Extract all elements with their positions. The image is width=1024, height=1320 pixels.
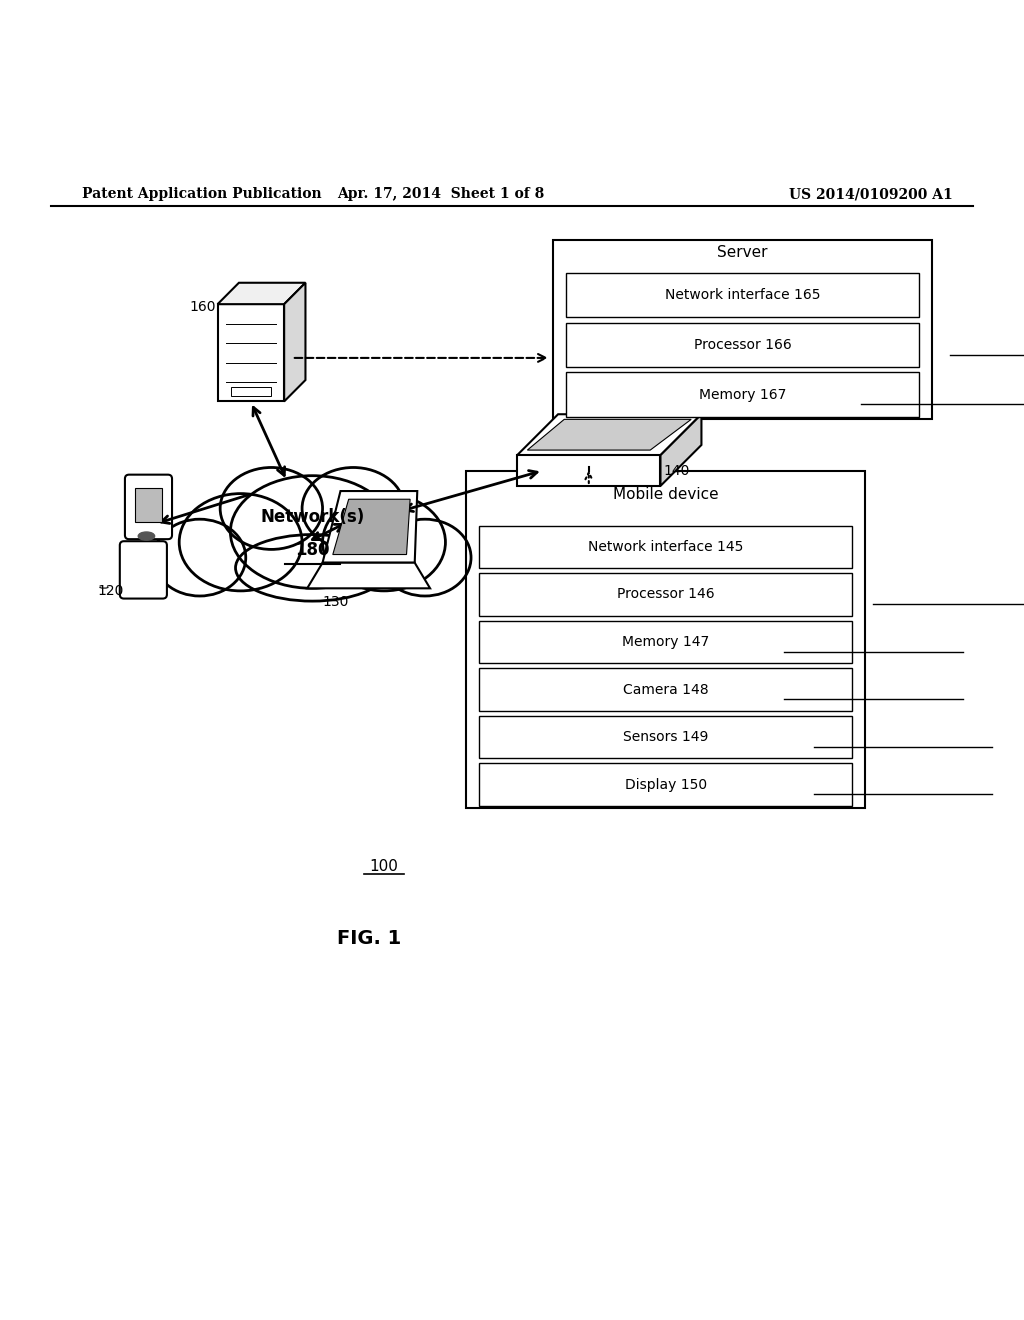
Polygon shape xyxy=(527,420,691,450)
Ellipse shape xyxy=(138,532,155,540)
FancyBboxPatch shape xyxy=(466,470,865,808)
Text: 180: 180 xyxy=(295,541,330,560)
Text: 120: 120 xyxy=(97,585,124,598)
Text: 160: 160 xyxy=(189,300,216,314)
Ellipse shape xyxy=(236,535,389,601)
Text: FIG. 1: FIG. 1 xyxy=(337,929,400,948)
FancyBboxPatch shape xyxy=(566,322,919,367)
Polygon shape xyxy=(323,491,418,562)
Text: Apr. 17, 2014  Sheet 1 of 8: Apr. 17, 2014 Sheet 1 of 8 xyxy=(337,187,544,201)
Text: Server: Server xyxy=(717,246,768,260)
Bar xyxy=(135,488,162,521)
Text: Camera 148: Camera 148 xyxy=(623,682,709,697)
Text: Memory 167: Memory 167 xyxy=(698,388,786,401)
Polygon shape xyxy=(284,282,305,401)
Polygon shape xyxy=(660,414,701,486)
Ellipse shape xyxy=(230,475,394,589)
Text: Memory 147: Memory 147 xyxy=(622,635,710,649)
FancyBboxPatch shape xyxy=(479,668,852,710)
Text: 100: 100 xyxy=(370,859,398,874)
Text: Processor 146: Processor 146 xyxy=(616,587,715,602)
Polygon shape xyxy=(307,562,430,589)
Ellipse shape xyxy=(323,494,445,591)
Ellipse shape xyxy=(179,494,302,591)
Ellipse shape xyxy=(154,519,246,597)
Bar xyxy=(231,387,270,396)
Text: Network(s): Network(s) xyxy=(260,508,365,525)
Text: Sensors 149: Sensors 149 xyxy=(623,730,709,744)
Text: Network interface 165: Network interface 165 xyxy=(665,288,820,302)
Ellipse shape xyxy=(379,519,471,597)
FancyBboxPatch shape xyxy=(120,541,167,598)
FancyBboxPatch shape xyxy=(479,620,852,663)
FancyBboxPatch shape xyxy=(566,372,919,417)
FancyBboxPatch shape xyxy=(479,573,852,615)
Ellipse shape xyxy=(302,467,404,549)
FancyBboxPatch shape xyxy=(566,273,919,318)
Bar xyxy=(217,304,284,401)
FancyBboxPatch shape xyxy=(125,475,172,539)
Text: 140: 140 xyxy=(664,463,690,478)
Polygon shape xyxy=(517,455,660,486)
Text: Processor 166: Processor 166 xyxy=(693,338,792,352)
Text: Network interface 145: Network interface 145 xyxy=(588,540,743,554)
FancyBboxPatch shape xyxy=(479,525,852,568)
Polygon shape xyxy=(217,282,305,304)
Text: 130: 130 xyxy=(323,594,349,609)
FancyBboxPatch shape xyxy=(479,763,852,807)
Polygon shape xyxy=(333,499,410,554)
FancyBboxPatch shape xyxy=(553,240,932,420)
Text: Mobile device: Mobile device xyxy=(612,487,719,502)
Ellipse shape xyxy=(220,467,323,549)
Polygon shape xyxy=(517,414,701,455)
Text: Patent Application Publication: Patent Application Publication xyxy=(82,187,322,201)
Text: Display 150: Display 150 xyxy=(625,777,707,792)
Text: US 2014/0109200 A1: US 2014/0109200 A1 xyxy=(788,187,952,201)
FancyBboxPatch shape xyxy=(479,715,852,758)
